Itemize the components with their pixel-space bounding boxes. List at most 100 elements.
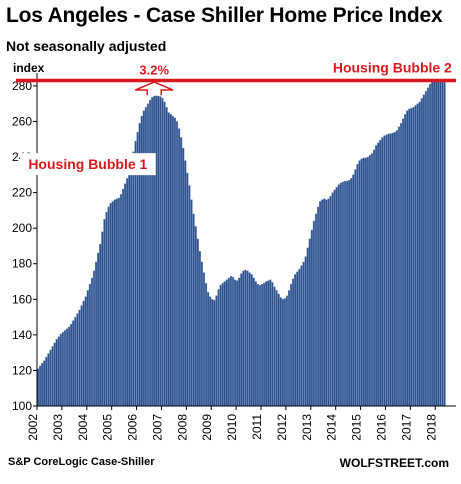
bar (171, 115, 174, 407)
bar (61, 332, 64, 407)
bar (433, 80, 436, 407)
bar (337, 184, 340, 407)
y-axis: 100120140160180200220240260280 (12, 73, 38, 413)
bar (207, 292, 210, 407)
bar (66, 328, 69, 407)
y-tick-label: 160 (12, 292, 32, 306)
bar (88, 284, 91, 407)
bar (343, 180, 347, 407)
bar (238, 277, 241, 407)
bar (306, 247, 309, 407)
bar (215, 295, 218, 407)
bar (126, 178, 129, 407)
bar (130, 162, 133, 407)
bar (327, 198, 330, 407)
bar (383, 135, 386, 407)
bar (186, 172, 189, 407)
y-axis-unit-label: index (13, 61, 45, 75)
bar (59, 333, 62, 407)
bar (339, 182, 342, 407)
bar (377, 142, 380, 407)
bar (408, 108, 411, 407)
bar (128, 171, 131, 407)
y-tick-label: 280 (12, 79, 32, 93)
bar (302, 261, 305, 407)
bar (194, 226, 197, 407)
bar (258, 284, 262, 407)
x-tick-label: 2007 (150, 414, 164, 441)
bar (234, 279, 237, 407)
bar (298, 268, 301, 407)
bar (53, 342, 56, 407)
bar (105, 211, 108, 407)
bar (115, 198, 118, 407)
bar (325, 199, 328, 407)
bar (122, 188, 125, 407)
bar (184, 160, 187, 407)
bar (366, 156, 369, 407)
annotations: 3.2% Housing Bubble 2 Housing Bubble 1 (16, 60, 456, 176)
bar (51, 346, 54, 407)
bar (167, 112, 170, 407)
bar (389, 133, 392, 407)
bar (358, 160, 361, 407)
bar (84, 296, 87, 407)
bar (296, 271, 299, 407)
bar (275, 290, 278, 407)
bar (285, 295, 289, 407)
bar (117, 197, 120, 407)
bar (78, 309, 81, 407)
bar (393, 131, 396, 407)
bar (229, 276, 233, 407)
bar (240, 273, 243, 407)
bar (283, 298, 286, 407)
chart-subtitle: Not seasonally adjusted (6, 38, 167, 54)
x-tick-label: 2014 (325, 414, 339, 441)
bar (292, 278, 295, 407)
x-tick-label: 2018 (424, 414, 438, 441)
bar (217, 289, 220, 407)
bar (287, 290, 291, 407)
bar (124, 183, 127, 407)
bar (55, 339, 58, 407)
bar (420, 98, 423, 407)
bar (225, 279, 228, 407)
bar (441, 81, 444, 407)
bar (348, 179, 351, 407)
bar (45, 356, 48, 407)
bar (227, 277, 230, 407)
bar (213, 300, 216, 407)
bar (256, 284, 259, 407)
bar (333, 189, 336, 407)
bar (331, 192, 334, 407)
bar (387, 133, 390, 407)
bar (356, 163, 359, 407)
bar (323, 198, 326, 407)
bar (153, 96, 156, 407)
bar (435, 80, 438, 407)
bar (321, 199, 324, 407)
bar (202, 272, 206, 407)
bar (196, 238, 199, 407)
bar (431, 82, 434, 407)
x-axis: 2002 2003 2004 2005 2006 2007 2008 2009 2010 2011… (26, 405, 456, 441)
x-tick-label: 2010 (225, 414, 239, 441)
bar (57, 336, 60, 407)
bar (316, 206, 320, 407)
bar (155, 95, 158, 407)
bar (410, 107, 413, 407)
bar (364, 157, 367, 407)
y-tick-label: 180 (12, 257, 32, 271)
bar (223, 281, 226, 407)
up-arrow-icon (134, 81, 174, 96)
bar (277, 293, 280, 407)
bar (63, 330, 67, 407)
bar (144, 107, 147, 407)
bar (242, 270, 245, 407)
bar (404, 114, 407, 407)
bar (95, 261, 98, 407)
bar (429, 83, 432, 407)
x-tick-label: 2017 (399, 414, 413, 441)
housing-bubble-1-label: Housing Bubble 1 (28, 156, 147, 172)
